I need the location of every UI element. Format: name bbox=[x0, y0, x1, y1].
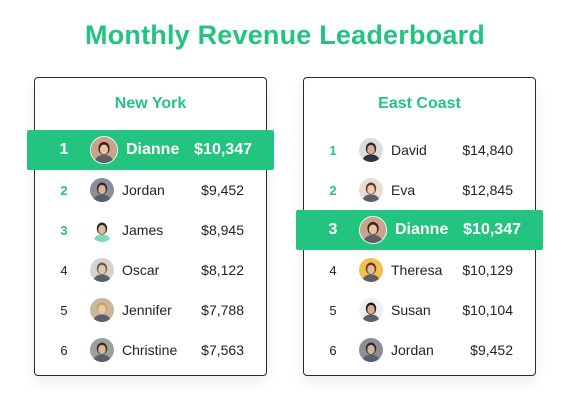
rank: 5 bbox=[329, 302, 337, 318]
leaderboard-east-coast: East Coast 1 David $14,840 2 Eva $12,845 3 Dian… bbox=[296, 77, 543, 376]
revenue-amount: $7,563 bbox=[201, 342, 244, 358]
rank: 1 bbox=[59, 141, 69, 158]
person-name: Jordan bbox=[391, 342, 434, 358]
board-title: New York bbox=[114, 95, 187, 112]
person-name: Dianne bbox=[395, 221, 449, 238]
woman-dark-hair-icon bbox=[90, 136, 118, 164]
rank: 1 bbox=[329, 142, 337, 158]
revenue-amount: $10,104 bbox=[462, 302, 513, 318]
revenue-amount: $10,129 bbox=[462, 262, 513, 278]
rank: 6 bbox=[329, 342, 337, 358]
woman-light-icon bbox=[359, 178, 383, 202]
person-name: Christine bbox=[122, 342, 178, 358]
leaderboard-list: 1 David $14,840 2 Eva $12,845 3 Dianne $10,347 4 T… bbox=[296, 130, 543, 370]
person-name: Dianne bbox=[126, 141, 180, 158]
leaderboard-list: 1 Dianne $10,347 2 Jordan $9,452 3 James $8,945 4… bbox=[27, 130, 274, 370]
board-title: East Coast bbox=[378, 95, 461, 112]
rank: 2 bbox=[60, 182, 68, 198]
woman-dark-icon bbox=[359, 298, 383, 322]
revenue-amount: $9,452 bbox=[470, 342, 513, 358]
rank: 4 bbox=[60, 262, 68, 278]
rank: 6 bbox=[60, 342, 68, 358]
rank: 3 bbox=[328, 221, 338, 238]
leaderboard-row: 3 James $8,945 bbox=[35, 210, 266, 250]
person-name: Susan bbox=[391, 302, 431, 318]
highlight-bar bbox=[27, 130, 274, 170]
person-name: Theresa bbox=[391, 262, 443, 278]
highlight-bar bbox=[296, 210, 543, 250]
leaderboard-row: 2 Jordan $9,452 bbox=[35, 170, 266, 210]
page-title: Monthly Revenue Leaderboard bbox=[85, 20, 485, 50]
leaderboard-row: 5 Jennifer $7,788 bbox=[35, 290, 266, 330]
leaderboard-row-highlighted: 3 Dianne $10,347 bbox=[296, 210, 543, 250]
rank: 4 bbox=[329, 262, 337, 278]
woman-blonde-icon bbox=[90, 298, 114, 322]
woman-outdoor-icon bbox=[90, 338, 114, 362]
leaderboard-row: 6 Jordan $9,452 bbox=[304, 330, 535, 370]
leaderboard-row: 4 Theresa $10,129 bbox=[304, 250, 535, 290]
revenue-amount: $8,122 bbox=[201, 262, 244, 278]
rank: 5 bbox=[60, 302, 68, 318]
revenue-amount: $8,945 bbox=[201, 222, 244, 238]
leaderboard-row: 2 Eva $12,845 bbox=[304, 170, 535, 210]
leaderboard-new-york: New York 1 Dianne $10,347 2 Jordan $9,452 3 Jam… bbox=[27, 77, 274, 376]
person-name: Oscar bbox=[122, 262, 160, 278]
man-beard-icon bbox=[90, 178, 114, 202]
revenue-amount: $7,788 bbox=[201, 302, 244, 318]
person-name: Jennifer bbox=[122, 302, 172, 318]
revenue-amount: $10,347 bbox=[463, 221, 521, 238]
person-name: Eva bbox=[391, 182, 416, 198]
leaderboard-row: 4 Oscar $8,122 bbox=[35, 250, 266, 290]
leaderboard-row: 1 David $14,840 bbox=[304, 130, 535, 170]
revenue-amount: $14,840 bbox=[462, 142, 513, 158]
man-beard-icon bbox=[359, 338, 383, 362]
man-light-icon bbox=[90, 258, 114, 282]
rank: 2 bbox=[329, 182, 337, 198]
leaderboard-row: 5 Susan $10,104 bbox=[304, 290, 535, 330]
person-name: James bbox=[122, 222, 164, 238]
man-suit-icon bbox=[359, 138, 383, 162]
person-name: David bbox=[391, 142, 427, 158]
revenue-amount: $12,845 bbox=[462, 182, 513, 198]
man-smiling-icon bbox=[90, 218, 114, 242]
revenue-amount: $9,452 bbox=[201, 182, 244, 198]
woman-dark-hair-icon bbox=[359, 216, 387, 244]
person-name: Jordan bbox=[122, 182, 165, 198]
leaderboard-row: 6 Christine $7,563 bbox=[35, 330, 266, 370]
revenue-amount: $10,347 bbox=[194, 141, 252, 158]
leaderboard-row-highlighted: 1 Dianne $10,347 bbox=[27, 130, 274, 170]
woman-yellow-bg-icon bbox=[359, 258, 383, 282]
rank: 3 bbox=[60, 222, 68, 238]
